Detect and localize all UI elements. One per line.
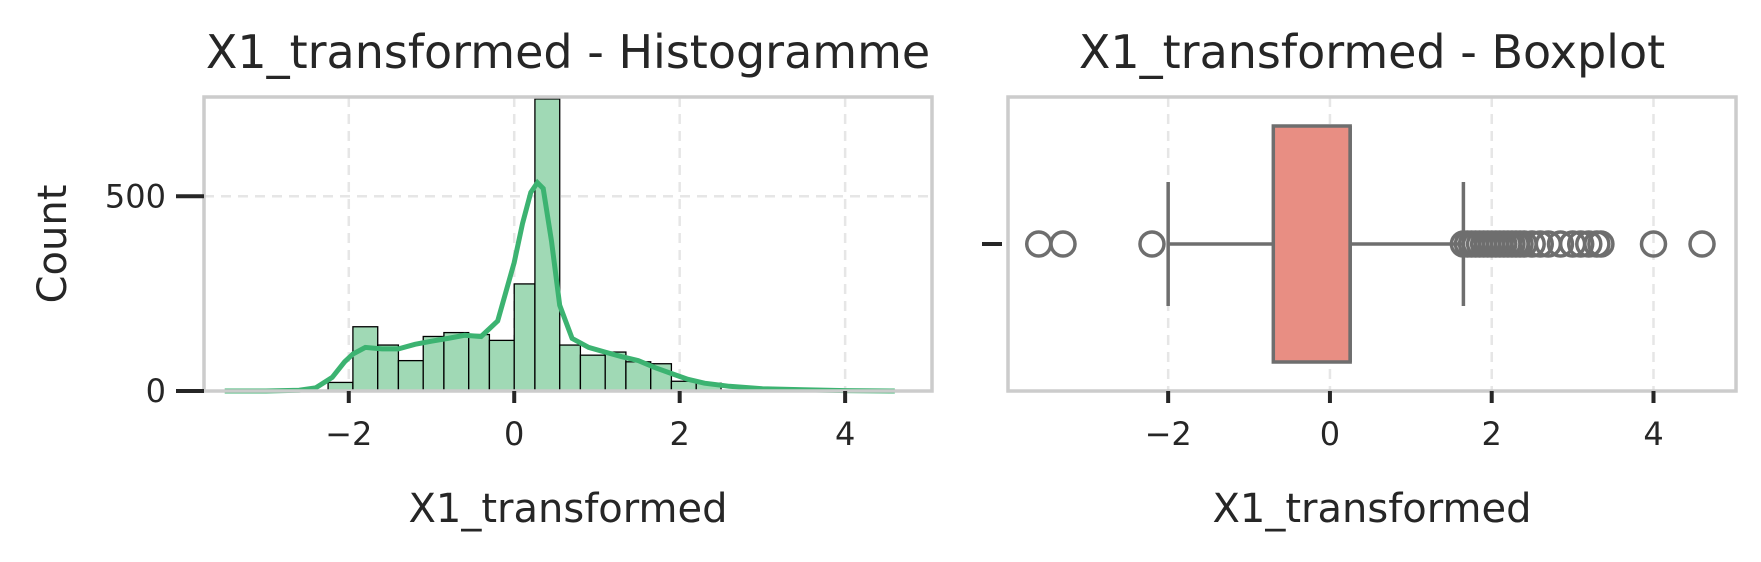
histogram-bar (397, 359, 424, 392)
boxplot-title: X1_transformed - Boxplot (1079, 25, 1665, 79)
histogram-bar (352, 326, 379, 392)
boxplot-panel: X1_transformed - Boxplot −2 0 2 4 X1_transf… (982, 25, 1738, 532)
histogram-frame (202, 95, 934, 393)
histogram-y-tick-label: 0 (146, 372, 166, 410)
boxplot-x-tick-label: 4 (1643, 415, 1663, 453)
histogram-y-tick-label: 500 (105, 177, 166, 215)
histogram-x-tick-label: 4 (835, 415, 855, 453)
kde-curve (224, 178, 895, 394)
outlier-point (1526, 230, 1554, 258)
histogram-bar (559, 344, 582, 392)
histogram-x-tick-label: 0 (504, 415, 524, 453)
interquartile-box (1271, 124, 1352, 364)
outlier-point (1024, 230, 1053, 258)
histogram-x-axis-label: X1_transformed (409, 486, 728, 532)
histogram-bar (488, 339, 515, 392)
boxplot-x-tick-label: 0 (1320, 415, 1340, 453)
histogram-bar (534, 98, 561, 392)
boxplot-x-axis-label: X1_transformed (1213, 486, 1532, 532)
histogram-x-tick-label: −2 (325, 415, 372, 453)
outlier-point (1138, 230, 1166, 258)
histogram-bar (579, 354, 606, 392)
outlier-point (1639, 230, 1668, 258)
boxplot-ticks: −2 0 2 4 (982, 242, 1664, 453)
histogram-panel: X1_transformed - Histogramme −2 0 2 4 0 500 X… (30, 25, 934, 532)
outlier-point (1546, 230, 1575, 258)
outlier-point (1566, 230, 1595, 258)
histogram-x-tick-label: 2 (670, 415, 690, 453)
outlier-point (1049, 230, 1077, 258)
histogram-bar (513, 283, 536, 392)
histogram-ticks: −2 0 2 4 0 500 (105, 177, 855, 453)
boxplot-x-tick-label: 2 (1482, 415, 1502, 453)
histogram-bar (443, 331, 470, 392)
boxplot-marks (1024, 124, 1716, 364)
outlier-point (1518, 230, 1546, 258)
histogram-bar (377, 344, 400, 392)
histogram-title: X1_transformed - Histogramme (206, 25, 930, 79)
boxplot-frame (1006, 95, 1738, 393)
histogram-y-axis-label: Count (30, 185, 76, 304)
histogram-bar (468, 333, 491, 392)
outlier-point (1587, 230, 1615, 258)
outlier-point (1575, 230, 1603, 258)
boxplot-x-tick-label: −2 (1145, 415, 1192, 453)
outlier-point (1688, 230, 1716, 258)
